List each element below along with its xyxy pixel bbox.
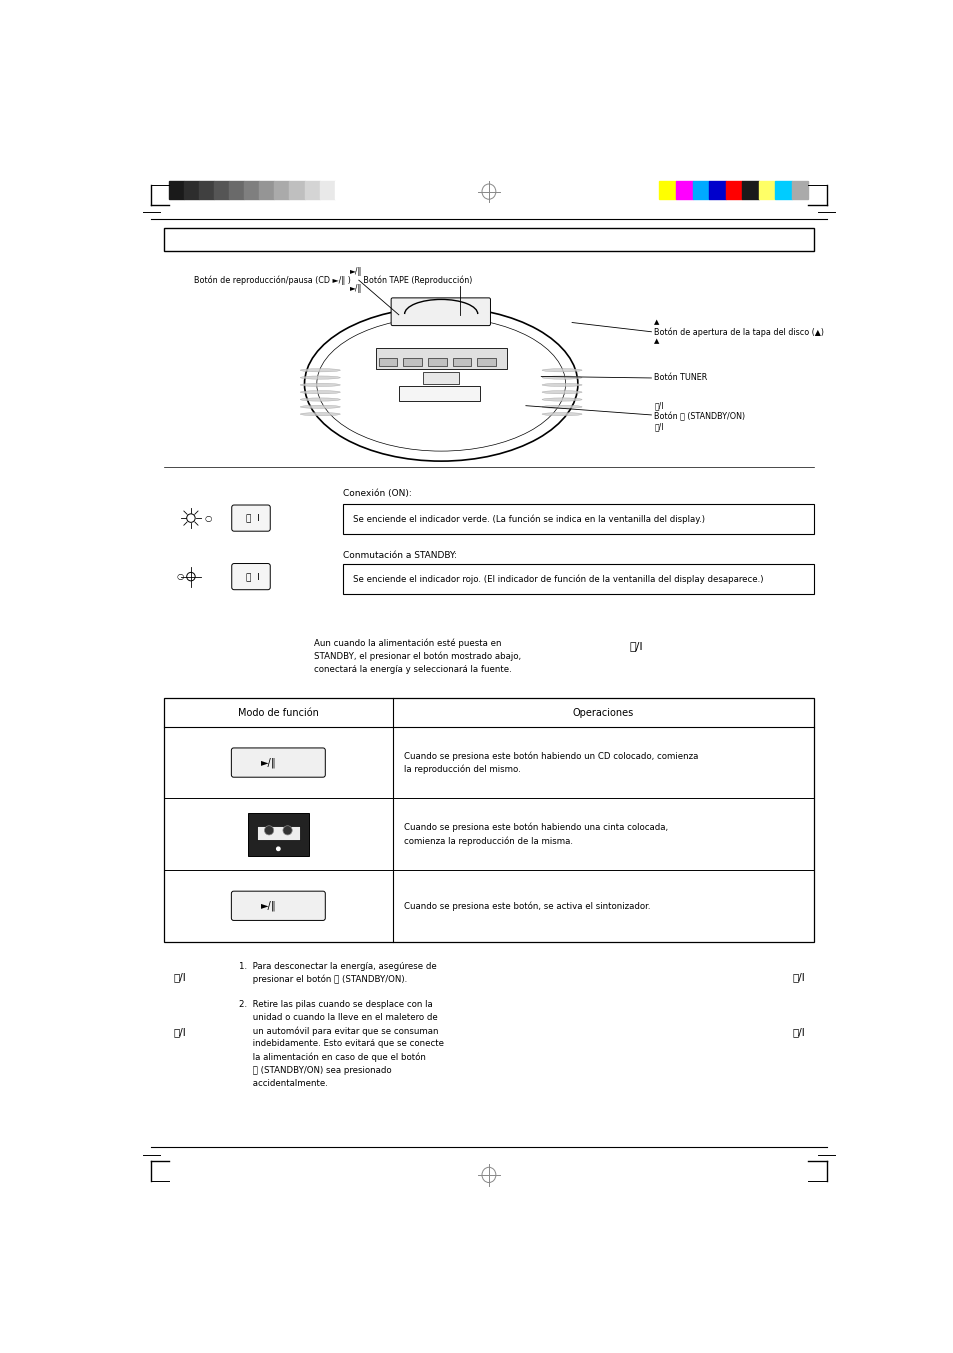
Text: ►/‖: ►/‖: [261, 901, 276, 911]
Bar: [791, 181, 807, 199]
Text: ►/‖: ►/‖: [261, 758, 276, 767]
Bar: [244, 181, 259, 199]
Bar: [403, 359, 421, 365]
Text: ⏻/I: ⏻/I: [172, 971, 186, 982]
Bar: [378, 359, 396, 365]
Text: ⏻/I: ⏻/I: [791, 971, 804, 982]
FancyBboxPatch shape: [232, 564, 270, 590]
Bar: [335, 181, 349, 199]
Text: Botón de reproducción/pausa (CD ►/‖ )     Botón TAPE (Reproducción): Botón de reproducción/pausa (CD ►/‖ ) Bo…: [194, 276, 472, 285]
Text: Se enciende el indicador verde. (La función se indica en la ventanilla del displ: Se enciende el indicador verde. (La func…: [353, 514, 704, 524]
FancyBboxPatch shape: [232, 748, 325, 777]
Ellipse shape: [300, 413, 340, 415]
Ellipse shape: [541, 413, 581, 415]
Bar: [170, 181, 184, 199]
Bar: [274, 181, 289, 199]
FancyBboxPatch shape: [232, 505, 270, 532]
FancyBboxPatch shape: [232, 892, 325, 920]
Bar: [319, 181, 335, 199]
Text: ▲: ▲: [654, 319, 659, 326]
Bar: [164, 698, 813, 942]
Ellipse shape: [300, 368, 340, 372]
Ellipse shape: [300, 398, 340, 400]
Ellipse shape: [541, 405, 581, 409]
Bar: [375, 348, 506, 369]
Ellipse shape: [541, 376, 581, 379]
Text: 2.  Retire las pilas cuando se desplace con la
     unidad o cuando la lleve en : 2. Retire las pilas cuando se desplace c…: [238, 1000, 443, 1088]
Circle shape: [283, 825, 292, 835]
Text: Conmutación a STANDBY:: Conmutación a STANDBY:: [343, 551, 456, 560]
Text: ○: ○: [176, 572, 183, 582]
Bar: [256, 827, 299, 840]
Text: Botón ⏻ (STANDBY/ON): Botón ⏻ (STANDBY/ON): [654, 411, 745, 421]
Bar: [775, 181, 791, 199]
Text: ▲: ▲: [654, 338, 659, 344]
Text: ⏻  I: ⏻ I: [246, 572, 260, 582]
Bar: [659, 181, 676, 199]
Bar: [247, 813, 309, 855]
Text: ►/‖: ►/‖: [350, 284, 362, 294]
Text: Conexión (ON):: Conexión (ON):: [343, 488, 412, 498]
Ellipse shape: [541, 368, 581, 372]
Text: Botón TUNER: Botón TUNER: [654, 373, 707, 383]
Ellipse shape: [300, 405, 340, 409]
Text: ⏻/I: ⏻/I: [172, 1027, 186, 1038]
Bar: [476, 359, 496, 365]
Text: ⏻/I: ⏻/I: [791, 1027, 804, 1038]
Bar: [423, 372, 458, 384]
Text: Botón de apertura de la tapa del disco (▲): Botón de apertura de la tapa del disco (…: [654, 327, 823, 337]
Bar: [758, 181, 775, 199]
Bar: [453, 359, 471, 365]
Text: ►/‖: ►/‖: [350, 267, 362, 276]
Text: Cuando se presiona este botón, se activa el sintonizador.: Cuando se presiona este botón, se activa…: [404, 901, 650, 911]
Text: Modo de función: Modo de función: [237, 708, 318, 717]
Bar: [741, 181, 758, 199]
Bar: [199, 181, 214, 199]
Bar: [214, 181, 229, 199]
Bar: [289, 181, 304, 199]
Ellipse shape: [300, 391, 340, 394]
Text: ○: ○: [204, 514, 211, 522]
Bar: [229, 181, 244, 199]
Bar: [398, 386, 479, 400]
Bar: [725, 181, 741, 199]
Ellipse shape: [541, 391, 581, 394]
Ellipse shape: [541, 383, 581, 387]
Text: ⏻/I: ⏻/I: [629, 641, 642, 651]
Bar: [164, 227, 813, 250]
Text: Se enciende el indicador rojo. (El indicador de función de la ventanilla del dis: Se enciende el indicador rojo. (El indic…: [353, 574, 762, 583]
Circle shape: [264, 825, 274, 835]
Ellipse shape: [300, 383, 340, 387]
Text: Operaciones: Operaciones: [572, 708, 633, 717]
Ellipse shape: [541, 398, 581, 400]
Bar: [692, 181, 708, 199]
Text: 1.  Para desconectar la energía, asegúrese de
     presionar el botón ⏻ (STANDBY: 1. Para desconectar la energía, asegúres…: [238, 962, 436, 984]
Bar: [708, 181, 725, 199]
Text: ⏻/I: ⏻/I: [654, 422, 663, 432]
Text: ⏻  I: ⏻ I: [246, 514, 260, 522]
Text: Aun cuando la alimentación esté puesta en
STANDBY, el presionar el botón mostrad: Aun cuando la alimentación esté puesta e…: [314, 639, 520, 674]
Bar: [343, 564, 813, 594]
Bar: [259, 181, 274, 199]
Ellipse shape: [304, 307, 578, 461]
FancyBboxPatch shape: [391, 298, 490, 326]
Ellipse shape: [300, 376, 340, 379]
Bar: [304, 181, 319, 199]
Bar: [184, 181, 199, 199]
Text: Cuando se presiona este botón habiendo una cinta colocada,
comienza la reproducc: Cuando se presiona este botón habiendo u…: [404, 823, 668, 846]
Circle shape: [276, 847, 280, 851]
Text: ⏻/I: ⏻/I: [654, 402, 663, 410]
Bar: [428, 359, 446, 365]
Bar: [343, 505, 813, 534]
Bar: [676, 181, 692, 199]
Text: Cuando se presiona este botón habiendo un CD colocado, comienza
la reproducción : Cuando se presiona este botón habiendo u…: [404, 751, 698, 774]
